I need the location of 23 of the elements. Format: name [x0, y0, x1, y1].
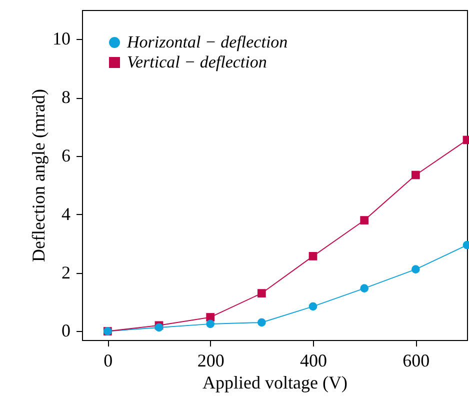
y-axis-title: Deflection angle (mrad)	[28, 89, 48, 262]
legend-label: Vertical − deflection	[127, 52, 267, 72]
x-tick-label: 600	[402, 350, 430, 370]
y-tick-label: 2	[62, 262, 70, 282]
point	[411, 265, 420, 274]
legend-label: Horizontal − deflection	[126, 32, 288, 52]
y-tick-label: 10	[52, 28, 70, 49]
x-tick-label: 400	[300, 350, 327, 370]
x-tick-label: 200	[197, 350, 224, 370]
x-tick-label: 0	[104, 350, 113, 370]
point	[257, 318, 266, 327]
point	[308, 302, 318, 311]
y-tick-label: 8	[62, 87, 70, 108]
y-tick-label: 0	[62, 320, 70, 341]
point	[360, 216, 369, 224]
point	[411, 170, 420, 180]
y-tick-label: 6	[62, 146, 70, 166]
point	[257, 289, 266, 298]
x-axis-title: Applied voltage (V)	[202, 372, 348, 392]
point	[360, 284, 369, 292]
point	[206, 320, 215, 328]
y-tick-label: 4	[62, 204, 70, 224]
point	[308, 252, 318, 260]
